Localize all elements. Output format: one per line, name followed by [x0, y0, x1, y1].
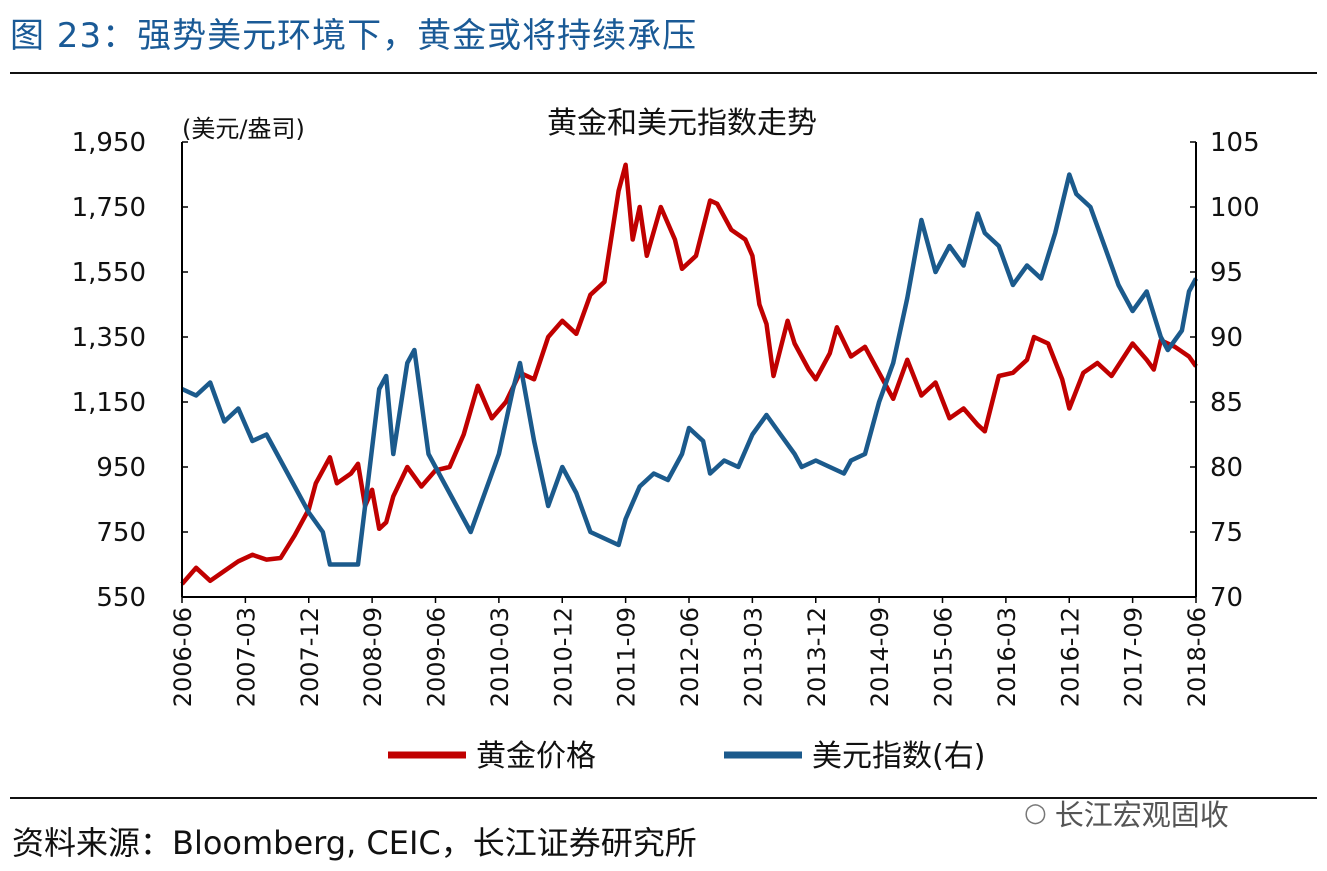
bottom-divider	[10, 797, 1317, 799]
right-tick-label: 100	[1210, 193, 1260, 223]
left-tick-label: 1,750	[72, 193, 146, 223]
left-tick-label: 950	[96, 453, 146, 483]
left-axis-unit: (美元/盎司)	[182, 115, 305, 143]
right-tick-label: 105	[1210, 128, 1260, 158]
right-tick-label: 90	[1210, 323, 1243, 353]
series-lines	[180, 162, 1198, 586]
x-tick-label: 2010-03	[486, 607, 514, 707]
left-tick-label: 1,950	[72, 128, 146, 158]
legend-label-gold: 黄金价格	[476, 739, 596, 774]
x-tick-label: 2011-09	[613, 607, 641, 707]
wechat-icon: ○	[1024, 798, 1047, 828]
x-tick-label: 2015-06	[930, 607, 958, 707]
left-axis-ticks: 550 750 950 1,150 1,350 1,550 1,750 1,950	[72, 128, 188, 613]
right-tick-label: 70	[1210, 583, 1243, 613]
left-tick-label: 1,150	[72, 388, 146, 418]
x-tick-label: 2007-03	[232, 607, 260, 707]
x-tick-label: 2016-03	[993, 607, 1021, 707]
left-tick-label: 1,550	[72, 258, 146, 288]
top-divider	[10, 72, 1317, 74]
left-tick-label: 750	[96, 518, 146, 548]
x-axis-ticks: 2006-06 2007-03 2007-12 2008-09 2009-06 2010-…	[169, 597, 1211, 707]
right-tick-label: 95	[1210, 258, 1243, 288]
usd-index-line	[181, 172, 1198, 567]
x-tick-label: 2016-12	[1056, 607, 1084, 707]
chart-title: 黄金和美元指数走势	[547, 106, 817, 141]
x-tick-label: 2009-06	[423, 607, 451, 707]
x-tick-label: 2006-06	[169, 607, 197, 707]
right-axis-ticks: 70 75 80 85 90 95 100 105	[1190, 128, 1260, 613]
watermark: ○ 长江宏观固收	[1024, 792, 1229, 834]
left-tick-label: 550	[96, 583, 146, 613]
legend: 黄金价格 美元指数(右)	[388, 739, 985, 774]
x-tick-label: 2012-06	[676, 607, 704, 707]
x-tick-label: 2013-12	[803, 607, 831, 707]
axes-frame	[181, 142, 1197, 598]
x-tick-label: 2018-06	[1183, 607, 1211, 707]
right-tick-label: 75	[1210, 518, 1243, 548]
x-tick-label: 2014-09	[866, 607, 894, 707]
x-tick-label: 2010-12	[549, 607, 577, 707]
source-note: 资料来源：Bloomberg, CEIC，长江证券研究所	[12, 824, 697, 862]
watermark-text: 长江宏观固收	[1054, 798, 1229, 832]
legend-label-usd: 美元指数(右)	[812, 739, 985, 774]
left-tick-label: 1,350	[72, 323, 146, 353]
x-tick-label: 2007-12	[296, 607, 324, 707]
x-tick-label: 2013-03	[739, 607, 767, 707]
right-tick-label: 80	[1210, 453, 1243, 483]
figure-title: 图 23：强势美元环境下，黄金或将持续承压	[10, 16, 698, 56]
x-tick-label: 2017-09	[1120, 607, 1148, 707]
x-tick-label: 2008-09	[359, 607, 387, 707]
right-tick-label: 85	[1210, 388, 1243, 418]
gold-price-line	[180, 162, 1198, 586]
